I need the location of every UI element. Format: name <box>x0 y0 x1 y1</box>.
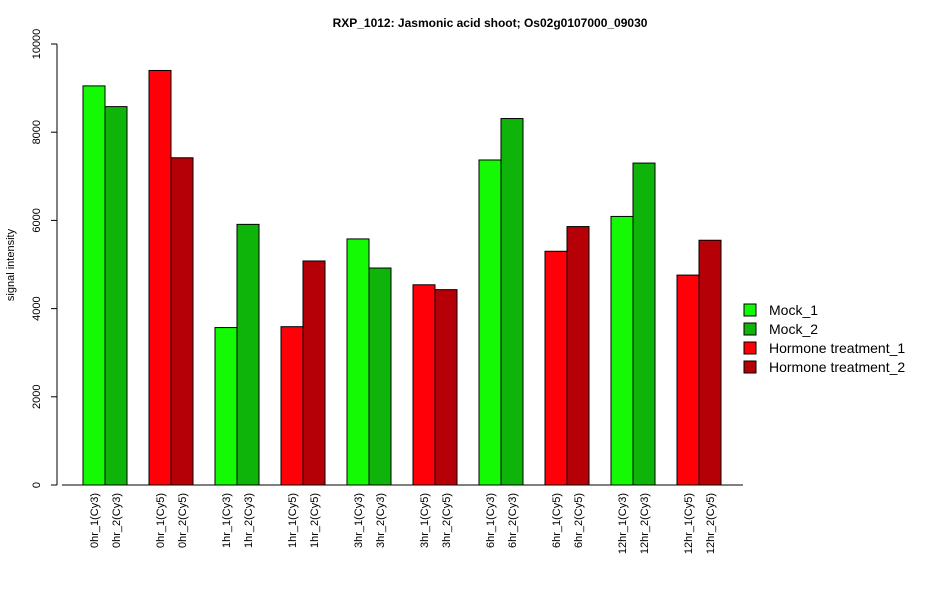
bar <box>170 157 194 486</box>
legend-label: Mock_1 <box>769 302 818 318</box>
x-tick-label: 3hr_1(Cy5) <box>419 493 431 548</box>
legend-swatch <box>743 360 757 374</box>
bar <box>434 289 458 486</box>
x-tick-label: 1hr_1(Cy5) <box>287 493 299 548</box>
chart-title: RXP_1012: Jasmonic acid shoot; Os02g0107… <box>333 16 648 30</box>
x-tick-label: 0hr_2(Cy5) <box>177 493 189 548</box>
bar <box>698 239 722 486</box>
bar <box>148 69 172 486</box>
bar <box>368 267 392 486</box>
bar <box>302 260 326 486</box>
x-tick-label: 0hr_2(Cy3) <box>111 493 123 548</box>
bar <box>82 85 106 486</box>
legend-swatch <box>743 341 757 355</box>
y-axis-label: signal intensity <box>5 228 17 301</box>
x-tick-label: 12hr_2(Cy3) <box>639 493 651 554</box>
bar <box>412 284 436 486</box>
x-tick-label: 12hr_2(Cy5) <box>705 493 717 554</box>
bar <box>104 106 128 486</box>
bar <box>478 159 502 486</box>
x-tick-labels: 0hr_1(Cy3) 0hr_2(Cy3) 0hr_1(Cy5) 0hr_2(Cy5)… <box>89 493 717 554</box>
x-tick-label: 1hr_2(Cy3) <box>243 493 255 548</box>
y-tick-label: 6000 <box>31 208 43 232</box>
y-tick-label: 4000 <box>31 296 43 320</box>
legend: Mock_1 Mock_2 Hormone treatment_1 Hormone t… <box>743 302 905 375</box>
legend-label: Mock_2 <box>769 321 818 337</box>
bar <box>632 162 656 486</box>
x-tick-label: 1hr_1(Cy3) <box>221 493 233 548</box>
bar <box>610 215 634 486</box>
bar <box>544 250 568 486</box>
bar <box>500 118 524 486</box>
bar <box>214 327 238 486</box>
legend-swatch <box>743 303 757 317</box>
x-tick-label: 1hr_2(Cy5) <box>309 493 321 548</box>
x-tick-label: 6hr_1(Cy5) <box>551 493 563 548</box>
x-tick-label: 6hr_2(Cy5) <box>573 493 585 548</box>
x-tick-label: 3hr_2(Cy5) <box>441 493 453 548</box>
legend-swatch <box>743 322 757 336</box>
bar <box>566 226 590 486</box>
bar <box>280 326 304 486</box>
bars-group <box>82 69 722 486</box>
x-tick-label: 0hr_1(Cy3) <box>89 493 101 548</box>
x-tick-label: 6hr_2(Cy3) <box>507 493 519 548</box>
y-axis: 0 2000 4000 6000 8000 10000 <box>31 29 58 488</box>
y-tick-label: 10000 <box>31 29 43 60</box>
x-tick-label: 3hr_2(Cy3) <box>375 493 387 548</box>
legend-label: Hormone treatment_2 <box>769 359 905 375</box>
y-tick-label: 0 <box>31 482 43 488</box>
bar <box>676 274 700 486</box>
bar <box>236 223 260 486</box>
bar <box>346 238 370 486</box>
legend-label: Hormone treatment_1 <box>769 340 905 356</box>
y-tick-label: 8000 <box>31 120 43 144</box>
x-tick-label: 12hr_1(Cy5) <box>683 493 695 554</box>
y-tick-label: 2000 <box>31 385 43 409</box>
x-tick-label: 0hr_1(Cy5) <box>155 493 167 548</box>
x-tick-label: 3hr_1(Cy3) <box>353 493 365 548</box>
x-tick-label: 6hr_1(Cy3) <box>485 493 497 548</box>
x-tick-label: 12hr_1(Cy3) <box>617 493 629 554</box>
